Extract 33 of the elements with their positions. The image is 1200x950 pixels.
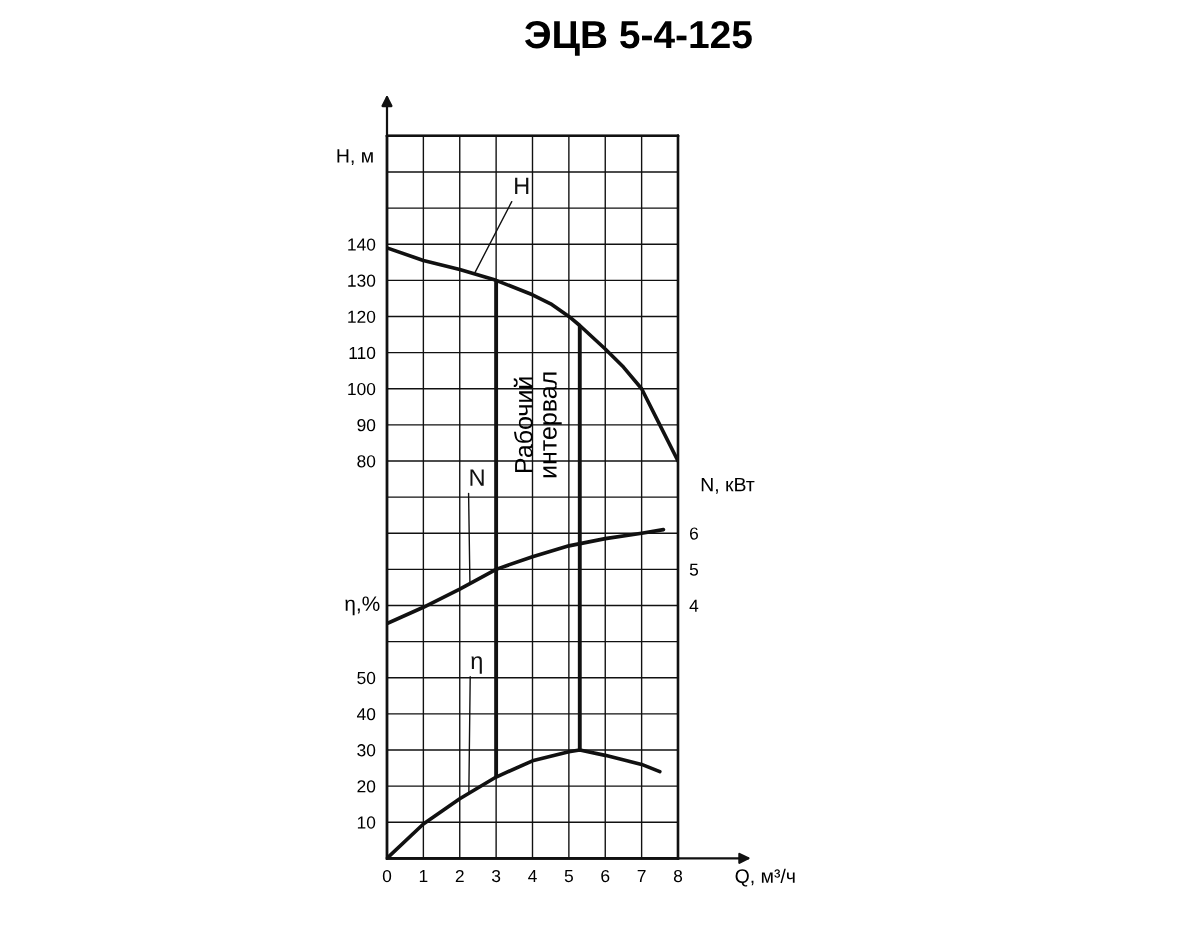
y3-tick-label: 20: [357, 780, 376, 793]
y3-tick-label: 50: [357, 671, 376, 685]
y-tick-label: 80: [357, 455, 376, 468]
x-tick-label: 1: [419, 870, 428, 883]
x-tick-label: 6: [601, 869, 610, 883]
chart-title: ЭЦВ 5-4-125: [524, 20, 752, 56]
text: H: [515, 177, 529, 194]
y2-tick-label: 5: [689, 563, 699, 576]
x-axis-title: Q, м³/ч: [735, 868, 795, 887]
y2-tick-label: 4: [689, 599, 699, 612]
y-tick-label: 140: [348, 238, 376, 251]
x-tick-label: 3: [491, 869, 501, 883]
x-tick-label: 5: [564, 870, 573, 883]
text: N: [470, 469, 484, 486]
annotation: Рабочий интервал: [513, 372, 562, 478]
x-tick-label: 0: [382, 869, 392, 883]
y-axis-title: H, м: [337, 149, 373, 166]
y2-tick-label: 6: [689, 527, 698, 540]
y2-axis-title: N, кВт: [701, 477, 755, 494]
y3-tick-label: 40: [356, 708, 376, 721]
y3-tick-label: 10: [357, 816, 376, 829]
y3-tick-label: 30: [357, 744, 376, 757]
y3-axis-title: η,%: [345, 596, 380, 616]
x-tick-label: 7: [637, 870, 646, 883]
y-tick-label: 120: [348, 310, 376, 323]
y-tick-label: 110: [349, 346, 376, 360]
x-tick-label: 8: [673, 869, 683, 883]
y-tick-label: 90: [357, 419, 376, 432]
text: η: [471, 656, 482, 674]
x-tick-label: 4: [528, 870, 537, 883]
y-tick-label: 100: [348, 382, 376, 396]
x-tick-label: 2: [455, 869, 464, 883]
y-tick-label: 130: [348, 274, 376, 287]
